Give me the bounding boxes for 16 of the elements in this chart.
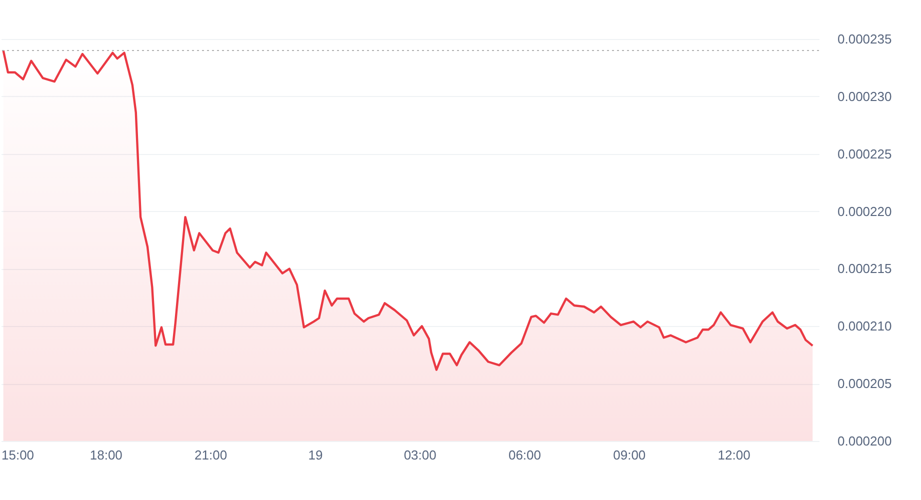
- x-tick-label: 21:00: [194, 448, 228, 462]
- x-tick-label: 09:00: [613, 448, 646, 462]
- y-tick-label: 0.000230: [838, 88, 892, 104]
- y-tick-label: 0.000200: [838, 434, 892, 448]
- y-tick-label: 0.000205: [838, 376, 892, 392]
- y-tick-label: 0.000220: [838, 204, 892, 219]
- x-tick-label: 18:00: [90, 448, 122, 462]
- y-tick-label: 0.000215: [838, 261, 892, 276]
- x-tick-label: 15:00: [2, 448, 34, 462]
- x-tick-label: 12:00: [718, 448, 750, 462]
- y-tick-label: 0.000235: [838, 32, 892, 47]
- x-tick-label: 19: [308, 448, 323, 462]
- y-tick-label: 0.000225: [838, 146, 892, 162]
- x-tick-label: 06:00: [508, 448, 542, 462]
- y-tick-label: 0.000210: [838, 318, 892, 334]
- x-tick-label: 03:00: [404, 448, 436, 462]
